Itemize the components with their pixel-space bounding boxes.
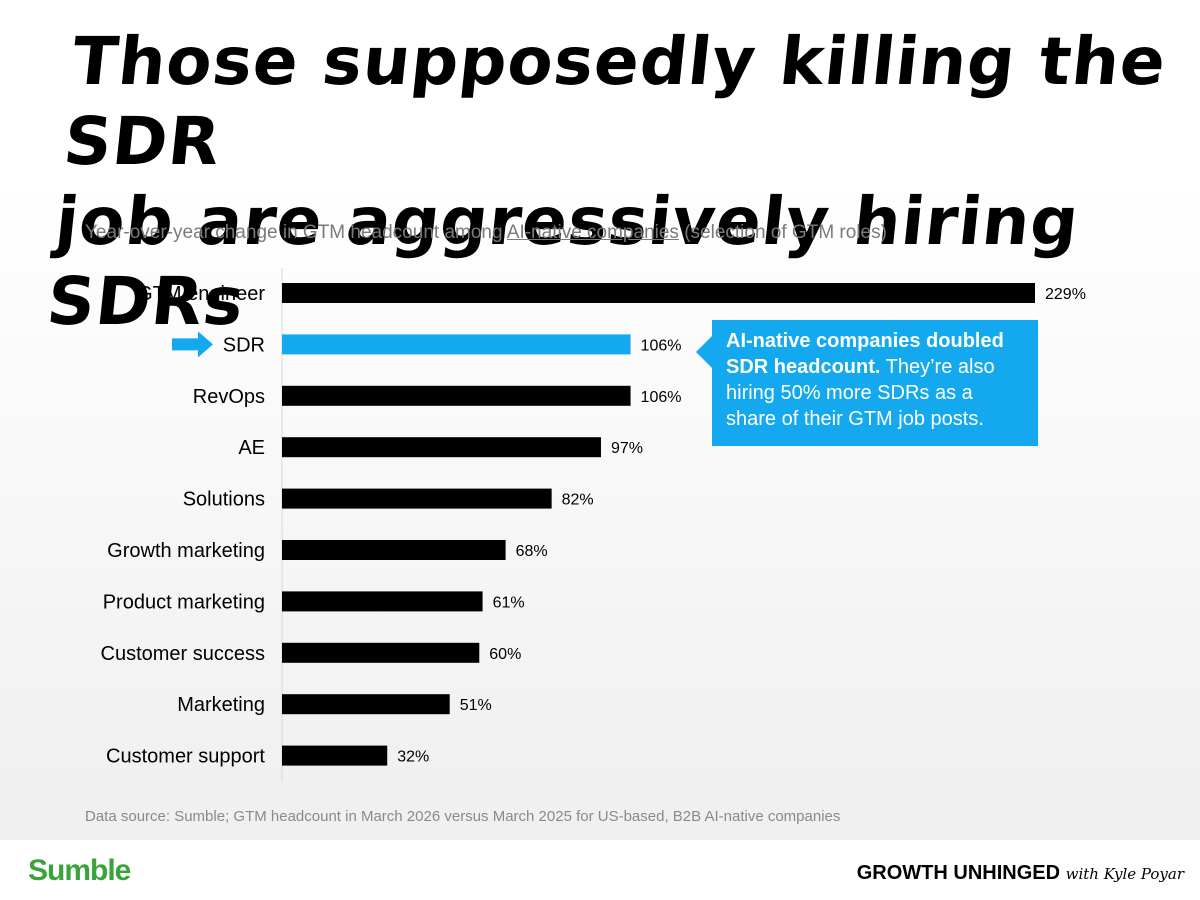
subtitle-link[interactable]: AI-native companies xyxy=(506,222,679,243)
subtitle-suffix: (selection of GTM roles) xyxy=(678,222,887,243)
category-label: Customer support xyxy=(106,746,265,768)
value-label: 97% xyxy=(611,440,643,457)
bar-growth-marketing xyxy=(282,540,506,560)
category-label: AE xyxy=(238,437,265,459)
growth-unhinged-logo: GROWTH UNHINGED with Kyle Poyar xyxy=(857,862,1184,885)
value-label: 82% xyxy=(562,492,594,509)
value-label: 106% xyxy=(641,337,682,354)
category-label: RevOps xyxy=(193,386,265,408)
bar-solutions xyxy=(282,488,552,509)
category-label: Product marketing xyxy=(103,591,265,613)
bar-marketing xyxy=(282,694,450,715)
arrow-right-icon xyxy=(172,331,213,358)
category-label: Growth marketing xyxy=(107,540,265,562)
bar-chart: GTM engineer 229% SDR 106% RevOps 106% AE 97% So… xyxy=(101,268,1086,782)
footer: Sumble GROWTH UNHINGED with Kyle Poyar xyxy=(0,840,1200,900)
bar-revops xyxy=(282,385,631,406)
bar-sdr xyxy=(282,334,631,355)
sumble-logo: Sumble xyxy=(28,854,131,887)
category-label: GTM engineer xyxy=(137,283,265,305)
bar-customer-success xyxy=(282,642,480,663)
value-label: 68% xyxy=(516,543,548,560)
value-label: 229% xyxy=(1045,286,1086,303)
value-label: 61% xyxy=(493,594,525,611)
chart-subtitle: Year-over-year change in GTM headcount a… xyxy=(85,222,887,244)
value-label: 51% xyxy=(460,697,492,714)
bar-gtm-engineer xyxy=(282,283,1035,303)
growth-unhinged-wordmark: GROWTH UNHINGED xyxy=(856,862,1061,884)
bar-ae xyxy=(282,437,601,458)
kyle-poyar-script: with Kyle Poyar xyxy=(1065,865,1184,883)
data-source-note: Data source: Sumble; GTM headcount in Ma… xyxy=(85,808,841,825)
category-label: Solutions xyxy=(183,489,265,511)
category-label: Marketing xyxy=(177,694,265,716)
value-label: 32% xyxy=(397,749,429,766)
category-label: Customer success xyxy=(101,643,266,665)
value-label: 106% xyxy=(641,389,682,406)
callout-text: They’re also hiring 50% more SDRs as a s… xyxy=(726,356,995,430)
subtitle-prefix: Year-over-year change in GTM headcount a… xyxy=(85,222,507,243)
bar-product-marketing xyxy=(282,591,483,612)
bar-customer-support xyxy=(282,745,388,766)
value-label: 60% xyxy=(489,646,521,663)
callout-bold: AI-native companies doubled SDR headcoun… xyxy=(726,330,1004,378)
callout-box: AI-native companies doubled SDR headcoun… xyxy=(696,320,1038,446)
category-label: SDR xyxy=(223,334,265,356)
